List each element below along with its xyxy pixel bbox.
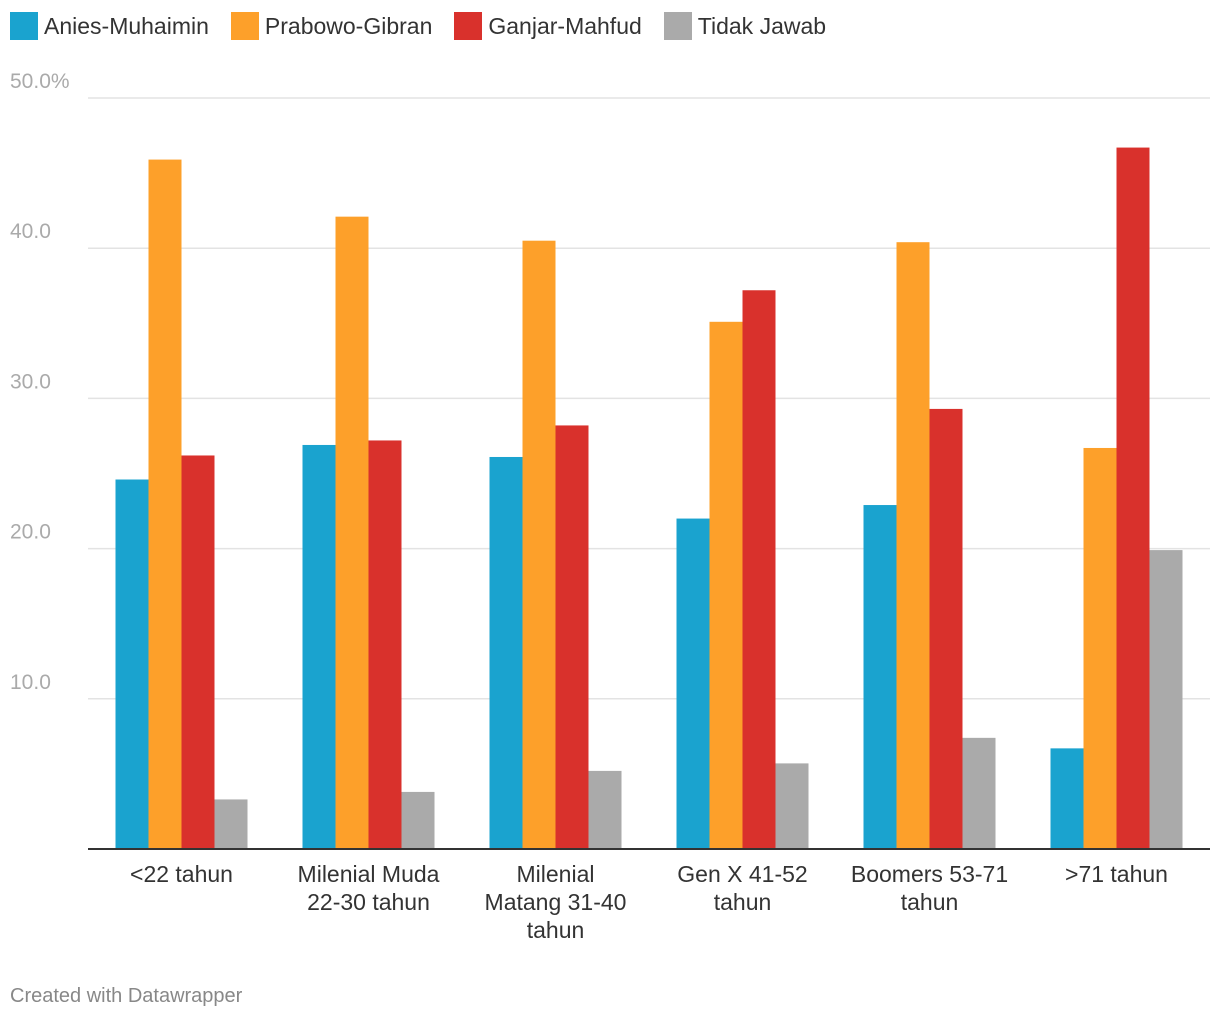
x-tick-label: tahun [714,889,772,915]
bar [1149,550,1183,849]
x-tick-label: Boomers 53-71 [851,861,1008,887]
bar [709,321,743,850]
bar [522,240,556,849]
y-tick-label: 30.0 [10,370,51,393]
bar [401,791,435,849]
bar [676,518,710,849]
legend-item: Ganjar-Mahfud [454,12,642,40]
legend-item: Anies-Muhaimin [10,12,209,40]
x-tick-label: Milenial [517,861,595,887]
legend-label: Anies-Muhaimin [44,12,209,39]
bars [115,147,1183,850]
y-tick-label: 40.0 [10,220,51,243]
credit-text: Created with Datawrapper [10,985,243,1007]
x-tick-label: 22-30 tahun [307,889,430,915]
legend-label: Ganjar-Mahfud [488,12,642,39]
x-tick-label: >71 tahun [1065,861,1168,887]
legend-swatch [10,12,38,40]
chart-legend: Anies-Muhaimin Prabowo-Gibran Ganjar-Mahfu… [10,12,826,40]
x-tick-label: tahun [901,889,959,915]
bar [929,408,963,849]
bar [148,159,182,849]
bar [863,505,897,849]
y-tick-label: 50.0% [10,70,70,93]
y-tick-label: 10.0 [10,671,51,694]
legend-swatch [663,12,692,40]
gridlines: 10.0 20.0 30.0 40.0 50.0% [10,70,1210,700]
bar [896,242,930,849]
bar [115,479,149,849]
x-tick-label: tahun [527,917,585,943]
y-tick-label: 20.0 [10,521,51,544]
bar [555,425,589,849]
legend-item: Prabowo-Gibran [230,12,433,40]
legend-swatch [454,12,483,40]
legend-label: Prabowo-Gibran [264,12,433,39]
bar [1083,447,1117,849]
x-tick-label: Gen X 41-52 [677,861,807,887]
bar [588,770,622,849]
bar [214,799,248,849]
bar [368,440,402,849]
bar [1116,147,1150,850]
legend-item: Tidak Jawab [663,12,827,40]
bar [1050,748,1084,849]
bar [181,455,215,849]
bar [962,737,996,849]
legend-label: Tidak Jawab [697,12,827,39]
bar [302,444,336,849]
x-tick-label: <22 tahun [130,861,233,887]
x-tick-label: Milenial Muda [298,861,440,887]
x-tick-label: Matang 31-40 [485,889,627,915]
bar [775,763,809,849]
legend-swatch [230,12,259,40]
bar [742,290,776,850]
bar [335,216,369,849]
bar [489,456,523,849]
